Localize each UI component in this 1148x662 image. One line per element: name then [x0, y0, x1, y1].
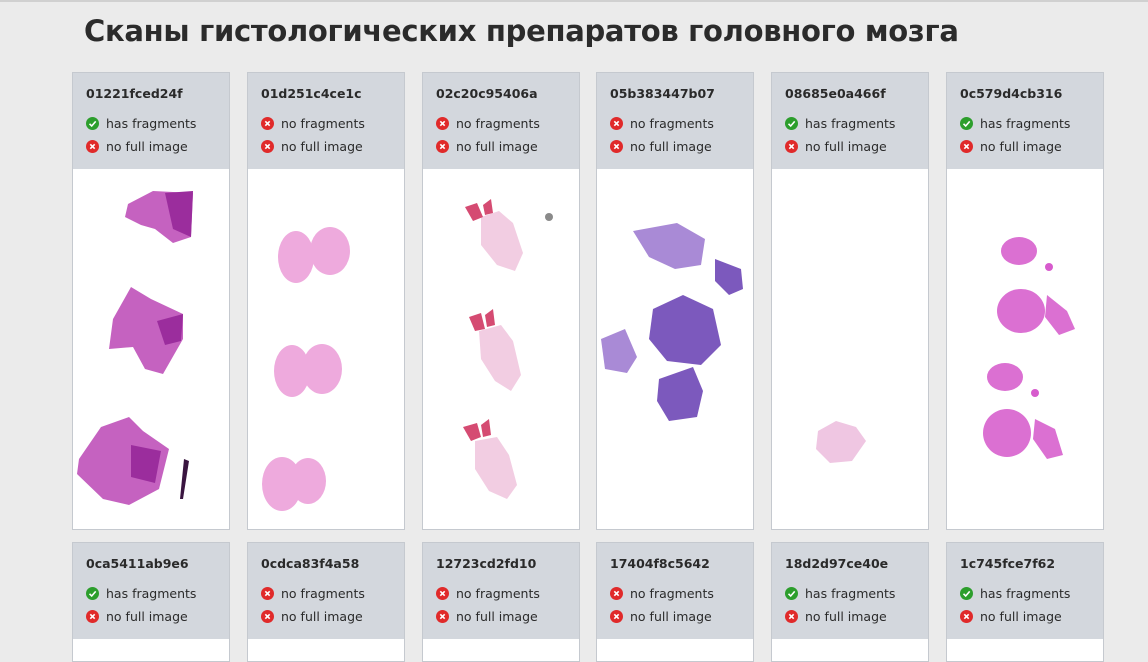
- full-image-status: no full image: [980, 609, 1062, 624]
- scan-thumbnail[interactable]: [772, 169, 928, 529]
- cross-circle-icon: [86, 140, 99, 153]
- full-image-status: no full image: [805, 609, 887, 624]
- card-header: 12723cd2fd10 no fragments no full image: [423, 543, 579, 639]
- fragments-status: no fragments: [630, 586, 714, 601]
- card-header: 0ca5411ab9e6 has fragments no full image: [73, 543, 229, 639]
- fragments-status: has fragments: [980, 116, 1071, 131]
- full-image-status: no full image: [281, 609, 363, 624]
- card-header: 18d2d97ce40e has fragments no full image: [772, 543, 928, 639]
- scan-id: 0ca5411ab9e6: [86, 556, 189, 571]
- scan-thumbnail[interactable]: [73, 169, 229, 529]
- full-image-status: no full image: [630, 609, 712, 624]
- scan-card[interactable]: 12723cd2fd10 no fragments no full image: [422, 542, 580, 662]
- card-header: 02c20c95406a no fragments no full image: [423, 73, 579, 169]
- full-image-status: no full image: [106, 609, 188, 624]
- scan-id: 1c745fce7f62: [960, 556, 1056, 571]
- fragments-status: has fragments: [106, 116, 197, 131]
- scan-card[interactable]: 1c745fce7f62 has fragments no full image: [946, 542, 1104, 662]
- check-circle-icon: [785, 117, 798, 130]
- card-header: 08685e0a466f has fragments no full image: [772, 73, 928, 169]
- scan-id: 18d2d97ce40e: [785, 556, 889, 571]
- scan-thumbnail[interactable]: [248, 169, 404, 529]
- check-circle-icon: [86, 587, 99, 600]
- card-header: 1c745fce7f62 has fragments no full image: [947, 543, 1103, 639]
- scan-thumbnail[interactable]: [947, 169, 1103, 529]
- fragments-status: no fragments: [281, 586, 365, 601]
- full-image-status: no full image: [456, 609, 538, 624]
- cross-circle-icon: [436, 587, 449, 600]
- full-image-status: no full image: [456, 139, 538, 154]
- scan-id: 08685e0a466f: [785, 86, 886, 101]
- scan-thumbnail[interactable]: [597, 169, 753, 529]
- cross-circle-icon: [610, 117, 623, 130]
- cross-circle-icon: [261, 587, 274, 600]
- scan-thumbnail[interactable]: [423, 169, 579, 529]
- top-border: [0, 0, 1148, 2]
- check-circle-icon: [86, 117, 99, 130]
- check-circle-icon: [785, 587, 798, 600]
- scan-id: 05b383447b07: [610, 86, 715, 101]
- page-title: Сканы гистологических препаратов головно…: [84, 14, 959, 48]
- fragments-status: no fragments: [281, 116, 365, 131]
- scan-card[interactable]: 08685e0a466f has fragments no full image: [771, 72, 929, 530]
- cross-circle-icon: [610, 587, 623, 600]
- cross-circle-icon: [436, 610, 449, 623]
- full-image-status: no full image: [281, 139, 363, 154]
- cross-circle-icon: [436, 140, 449, 153]
- scan-card[interactable]: 18d2d97ce40e has fragments no full image: [771, 542, 929, 662]
- scan-id: 02c20c95406a: [436, 86, 538, 101]
- cross-circle-icon: [785, 140, 798, 153]
- scan-card[interactable]: 02c20c95406a no fragments no full image: [422, 72, 580, 530]
- scan-id: 01d251c4ce1c: [261, 86, 362, 101]
- fragments-status: no fragments: [630, 116, 714, 131]
- scan-card[interactable]: 17404f8c5642 no fragments no full image: [596, 542, 754, 662]
- cross-circle-icon: [261, 117, 274, 130]
- card-header: 01d251c4ce1c no fragments no full image: [248, 73, 404, 169]
- cross-circle-icon: [610, 140, 623, 153]
- card-header: 05b383447b07 no fragments no full image: [597, 73, 753, 169]
- cross-circle-icon: [610, 610, 623, 623]
- scan-card[interactable]: 01221fced24f has fragments no full image: [72, 72, 230, 530]
- scan-card[interactable]: 01d251c4ce1c no fragments no full image: [247, 72, 405, 530]
- scan-card[interactable]: 0c579d4cb316 has fragments no full image: [946, 72, 1104, 530]
- cross-circle-icon: [436, 117, 449, 130]
- fragments-status: has fragments: [106, 586, 197, 601]
- scan-id: 01221fced24f: [86, 86, 183, 101]
- cross-circle-icon: [261, 610, 274, 623]
- card-header: 0cdca83f4a58 no fragments no full image: [248, 543, 404, 639]
- scan-id: 0c579d4cb316: [960, 86, 1063, 101]
- fragments-status: no fragments: [456, 116, 540, 131]
- card-header: 17404f8c5642 no fragments no full image: [597, 543, 753, 639]
- scan-card[interactable]: 0cdca83f4a58 no fragments no full image: [247, 542, 405, 662]
- full-image-status: no full image: [630, 139, 712, 154]
- card-header: 0c579d4cb316 has fragments no full image: [947, 73, 1103, 169]
- cross-circle-icon: [261, 140, 274, 153]
- fragments-status: has fragments: [980, 586, 1071, 601]
- full-image-status: no full image: [980, 139, 1062, 154]
- fragments-status: has fragments: [805, 116, 896, 131]
- scan-id: 0cdca83f4a58: [261, 556, 360, 571]
- scan-card[interactable]: 0ca5411ab9e6 has fragments no full image: [72, 542, 230, 662]
- check-circle-icon: [960, 117, 973, 130]
- check-circle-icon: [960, 587, 973, 600]
- cross-circle-icon: [785, 610, 798, 623]
- cross-circle-icon: [86, 610, 99, 623]
- fragments-status: no fragments: [456, 586, 540, 601]
- cross-circle-icon: [960, 610, 973, 623]
- scan-id: 17404f8c5642: [610, 556, 710, 571]
- full-image-status: no full image: [805, 139, 887, 154]
- fragments-status: has fragments: [805, 586, 896, 601]
- full-image-status: no full image: [106, 139, 188, 154]
- scan-id: 12723cd2fd10: [436, 556, 537, 571]
- scan-card[interactable]: 05b383447b07 no fragments no full image: [596, 72, 754, 530]
- cross-circle-icon: [960, 140, 973, 153]
- card-header: 01221fced24f has fragments no full image: [73, 73, 229, 169]
